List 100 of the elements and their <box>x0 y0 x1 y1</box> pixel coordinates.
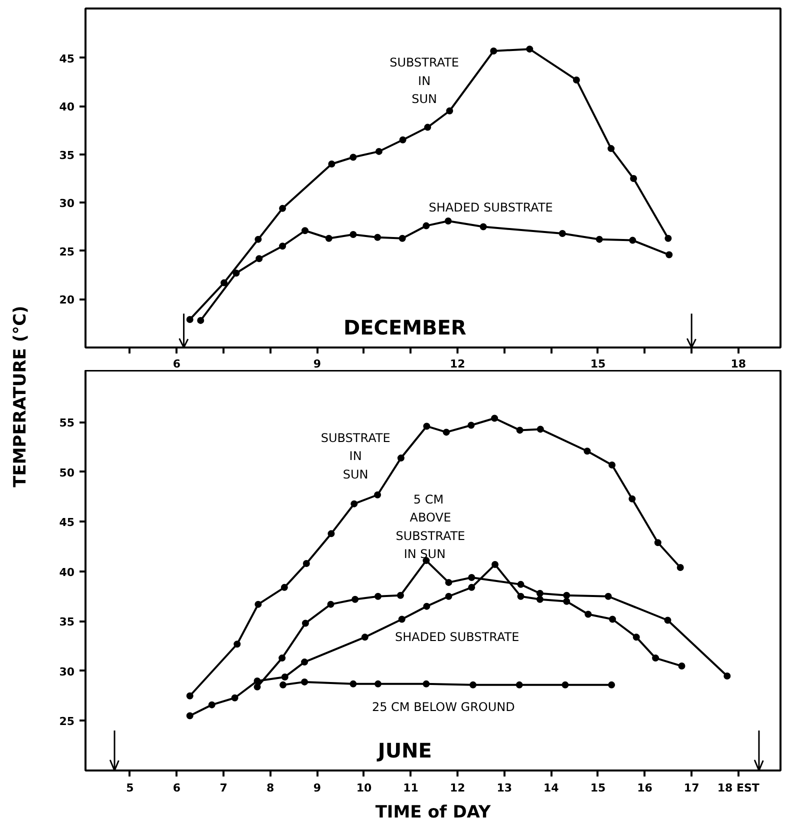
point <box>398 616 406 623</box>
point <box>608 681 616 688</box>
point <box>197 316 204 324</box>
point <box>422 680 430 688</box>
point <box>424 124 432 131</box>
point <box>724 672 731 680</box>
point <box>423 422 430 430</box>
point <box>584 610 592 618</box>
point <box>604 592 612 600</box>
point <box>628 495 636 502</box>
point <box>234 640 241 648</box>
point <box>302 620 309 627</box>
y-tick-label: 20 <box>59 294 75 307</box>
y-tick-label: 55 <box>59 416 75 430</box>
x-tick-label: 6 <box>172 782 181 794</box>
x-tick-label: 9 <box>313 358 321 370</box>
x-tick-label: 6 <box>172 358 181 370</box>
point <box>666 251 673 258</box>
point <box>302 560 310 568</box>
point <box>328 160 336 168</box>
point <box>678 662 686 670</box>
point <box>516 681 523 688</box>
series-label: 25 CM BELOW GROUND <box>372 700 515 714</box>
y-axis-title: TEMPERATURE (°C) <box>10 306 30 488</box>
point <box>446 107 454 114</box>
series-label: SHADED SUBSTRATE <box>395 630 520 644</box>
point <box>632 634 640 641</box>
point <box>352 596 359 603</box>
point <box>374 491 382 498</box>
point <box>254 236 262 243</box>
x-tick-label: 11 <box>403 782 418 794</box>
point <box>445 578 452 586</box>
x-tick-label: 10 <box>356 782 372 794</box>
point <box>629 236 636 244</box>
y-tick-label: 45 <box>59 52 75 66</box>
x-tick-label: 12 <box>450 782 466 794</box>
point <box>350 154 357 161</box>
point <box>492 561 499 568</box>
point <box>208 701 216 708</box>
point <box>374 592 382 600</box>
x-tick-label: 8 <box>266 782 274 794</box>
y-tick-label: 25 <box>59 245 75 258</box>
point <box>220 279 228 286</box>
x-tick-label: 18 <box>730 358 746 370</box>
point <box>254 600 262 608</box>
y-tick-label: 50 <box>59 466 75 480</box>
y-tick-label: 35 <box>59 616 75 629</box>
point <box>676 564 684 572</box>
point <box>256 255 263 262</box>
series-label: SUBSTRATE IN SUN <box>320 430 390 482</box>
point <box>374 680 382 688</box>
point <box>664 616 672 624</box>
point <box>186 692 194 700</box>
point <box>470 681 477 688</box>
point <box>536 590 544 597</box>
point <box>361 634 368 641</box>
point <box>350 500 358 508</box>
series-label: SHADED SUBSTRATE <box>428 200 553 214</box>
point <box>350 680 357 688</box>
x-tick-label: 9 <box>313 782 321 794</box>
point <box>398 234 406 242</box>
series-label: 5 CM ABOVE SUBSTRATE IN SUN <box>396 492 466 561</box>
point <box>596 236 603 243</box>
point <box>558 230 566 238</box>
x-axis-title: TIME of DAY <box>375 802 492 822</box>
point <box>302 227 308 234</box>
point <box>468 422 475 429</box>
point <box>280 584 288 591</box>
x-tick-label: 17 <box>684 782 700 794</box>
point <box>301 658 308 666</box>
point <box>231 694 238 702</box>
point <box>562 681 569 688</box>
series-label: SUBSTRATE IN SUN <box>390 56 460 106</box>
y-tick-label: 30 <box>59 665 75 678</box>
point <box>563 592 570 599</box>
point <box>526 46 534 53</box>
point <box>654 539 662 546</box>
point <box>468 584 476 591</box>
point <box>608 616 616 623</box>
y-tick-label: 40 <box>59 100 75 114</box>
point <box>480 223 487 230</box>
point <box>608 145 615 152</box>
point <box>652 654 660 662</box>
x-tick-label: 18 EST <box>717 782 760 794</box>
y-tick-label: 40 <box>59 566 75 579</box>
point <box>397 454 404 462</box>
x-tick-label: 13 <box>496 782 512 794</box>
x-tick-label: 14 <box>544 782 560 794</box>
x-tick-label: 15 <box>590 358 606 370</box>
point <box>517 592 524 600</box>
point <box>325 234 332 242</box>
x-tick-label: 12 <box>450 358 466 370</box>
point <box>444 217 452 224</box>
point <box>232 270 240 277</box>
point <box>374 234 382 241</box>
point <box>279 204 286 212</box>
point <box>608 462 616 469</box>
point <box>327 600 334 608</box>
point <box>664 234 672 242</box>
point <box>563 598 570 605</box>
